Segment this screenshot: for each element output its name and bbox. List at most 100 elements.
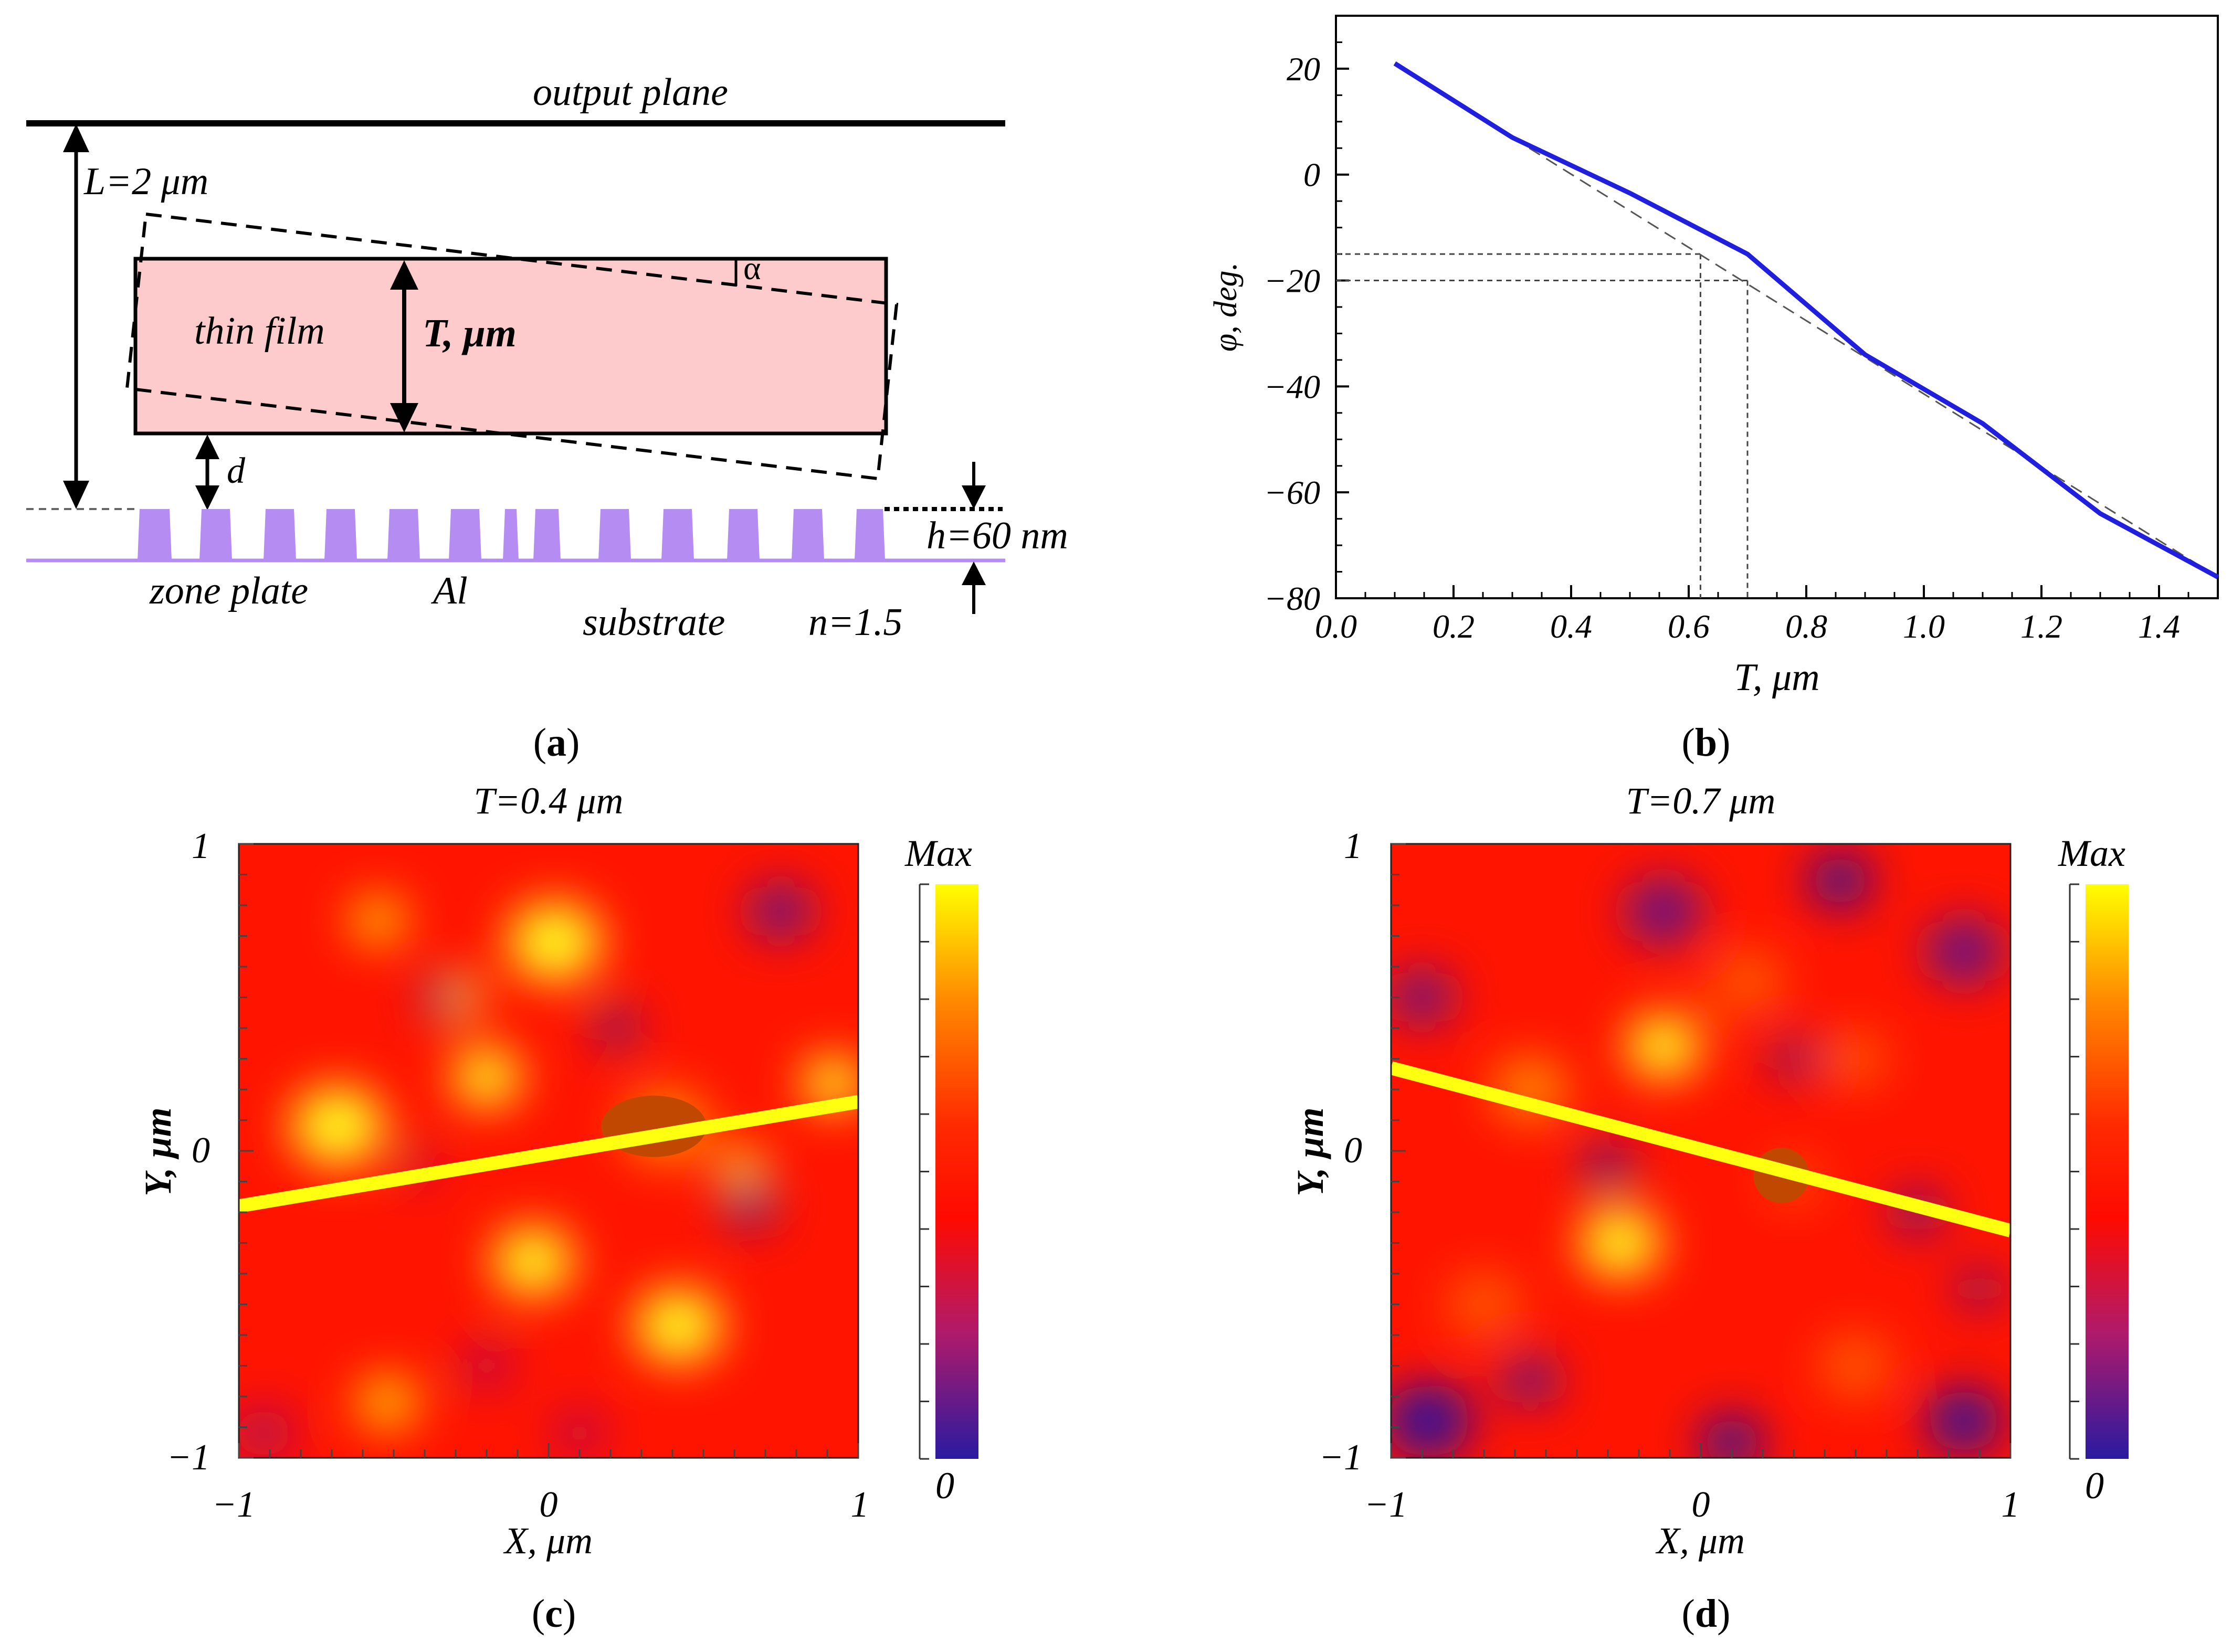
zone-ring-0	[138, 509, 172, 560]
ytick-d-0: 0	[1344, 1130, 1362, 1171]
coldspot-8	[1809, 854, 1871, 907]
t-arrow-bottom-icon	[390, 403, 418, 432]
panel-d-intensity-map: T=0.7 μm −1 0 1 1 0 −1 X, μm Y, μm Max 0…	[1289, 780, 2129, 1636]
zone-ring-11	[792, 509, 824, 560]
zone-ring-6	[503, 509, 519, 560]
t-label: T, μm	[423, 311, 517, 355]
coldspot-19	[1957, 1270, 2002, 1308]
l-label: L=2 μm	[83, 160, 208, 203]
xtick-label: 0.8	[1785, 608, 1827, 645]
output-plane-label: output plane	[533, 71, 728, 114]
hotspot-5	[635, 1289, 722, 1363]
coldspot-17	[1772, 1040, 1816, 1077]
thin-film-label: thin film	[194, 310, 325, 353]
xtick-label: 0.2	[1433, 608, 1475, 645]
y-axis-label: φ, deg.	[1208, 262, 1244, 352]
zone-ring-8	[598, 509, 631, 560]
colorbar-d	[2086, 884, 2129, 1459]
hotspot-6	[1447, 1273, 1521, 1336]
hotspot-6	[356, 1376, 419, 1429]
xtick-label: 0.6	[1668, 608, 1710, 645]
coldspot-11	[1391, 971, 1453, 1024]
coldspot-9	[1626, 880, 1701, 943]
coldspot-11	[750, 885, 812, 938]
l-arrow-top-icon	[63, 124, 89, 152]
ytick-c-neg1: −1	[167, 1437, 210, 1478]
xtick-d-neg1: −1	[1364, 1485, 1407, 1525]
xtick-d-0: 0	[1692, 1485, 1710, 1525]
hotspot-1	[452, 1048, 521, 1106]
colorbar-ticks-c	[919, 883, 929, 1460]
ytick-label: 20	[1287, 50, 1320, 88]
substrate-label: substrate	[583, 601, 725, 644]
coldspot-14	[595, 1010, 639, 1046]
h-arrow-top-icon	[962, 485, 986, 509]
coldspot-13	[1701, 1416, 1763, 1458]
zone-ring-2	[264, 509, 296, 560]
xtick-label: 0.4	[1550, 608, 1592, 645]
xtick-c-1: 1	[851, 1485, 869, 1525]
x-axis-label-d: X, μm	[1655, 1520, 1745, 1562]
hotspot-4	[492, 1227, 574, 1296]
d-arrow-bottom-icon	[195, 485, 219, 510]
panel-c-title: T=0.4 μm	[474, 780, 624, 822]
xtick-label: 1.4	[2138, 608, 2180, 645]
colorbar-max-d: Max	[2058, 832, 2125, 874]
coldspot-12	[725, 1185, 775, 1227]
coldspot-12	[1391, 1384, 1472, 1458]
hotspot-7	[1818, 1334, 1893, 1397]
coldspot-10	[1926, 920, 2002, 983]
xtick-c-0: 0	[540, 1485, 558, 1525]
cross-section-line-c	[239, 1095, 858, 1213]
ytick-d-neg1: −1	[1319, 1437, 1362, 1478]
xtick-label: 1.2	[2020, 608, 2062, 645]
zone-plate-label: zone plate	[149, 569, 308, 612]
al-label: Al	[430, 569, 468, 612]
colorbar-min-d: 0	[2085, 1465, 2104, 1507]
hotspot-4	[1710, 950, 1785, 1013]
zone-ring-12	[855, 509, 885, 560]
caption-b: (b)	[1682, 721, 1731, 765]
ticks-d	[1390, 843, 2012, 1459]
x-axis-label-c: X, μm	[503, 1520, 593, 1562]
caption-a: (a)	[533, 721, 580, 765]
axis-ticks: 20 0 −20 −40 −60 −800.0 0.2 0.4 0.6 0.8 1.0 1.2 1.4	[1264, 15, 2189, 645]
colorbar-max-c: Max	[904, 832, 972, 874]
ytick-c-0: 0	[192, 1130, 210, 1171]
xtick-label: 1.0	[1903, 608, 1945, 645]
plot-frame	[1335, 15, 2219, 599]
hotspot-3	[1825, 1032, 1887, 1085]
n-label: n=1.5	[808, 601, 902, 644]
d-label: d	[227, 451, 246, 491]
zone-plate-rings	[138, 509, 885, 560]
caption-d: (d)	[1682, 1592, 1731, 1636]
l-arrow-bottom-icon	[63, 481, 89, 509]
caption-c: (c)	[532, 1592, 576, 1636]
hotspot-0	[1626, 1015, 1701, 1078]
coldspot-15	[1502, 1357, 1559, 1405]
xtick-c-neg1: −1	[212, 1485, 255, 1525]
coldspot-13	[422, 981, 459, 1013]
zone-ring-7	[533, 509, 561, 560]
ytick-c-1: 1	[192, 826, 210, 866]
panel-a: output plane L=2 μm α thin film T, μm d	[26, 71, 1068, 765]
hotspot-2	[508, 903, 602, 981]
coldspot-16	[461, 1344, 512, 1387]
cross-section-line-d	[1391, 1061, 2010, 1237]
xtick-label: 0.0	[1315, 608, 1357, 645]
heatmap-c	[239, 844, 858, 1458]
ytick-d-1: 1	[1344, 826, 1362, 866]
tilted-film-outline	[125, 212, 899, 481]
hotspot-7	[802, 1057, 858, 1110]
phase-series-line	[1393, 61, 2219, 579]
ytick-label: −20	[1264, 262, 1320, 300]
colorbar-min-c: 0	[935, 1465, 954, 1507]
coldspot-17	[239, 1407, 295, 1458]
hotspot-10	[715, 1145, 766, 1188]
guide-lines	[1336, 253, 1749, 598]
ytick-label: 0	[1303, 156, 1320, 194]
coldspot-18	[554, 1412, 605, 1454]
ytick-label: −60	[1264, 474, 1320, 511]
coldspot-14	[1926, 1390, 2002, 1453]
